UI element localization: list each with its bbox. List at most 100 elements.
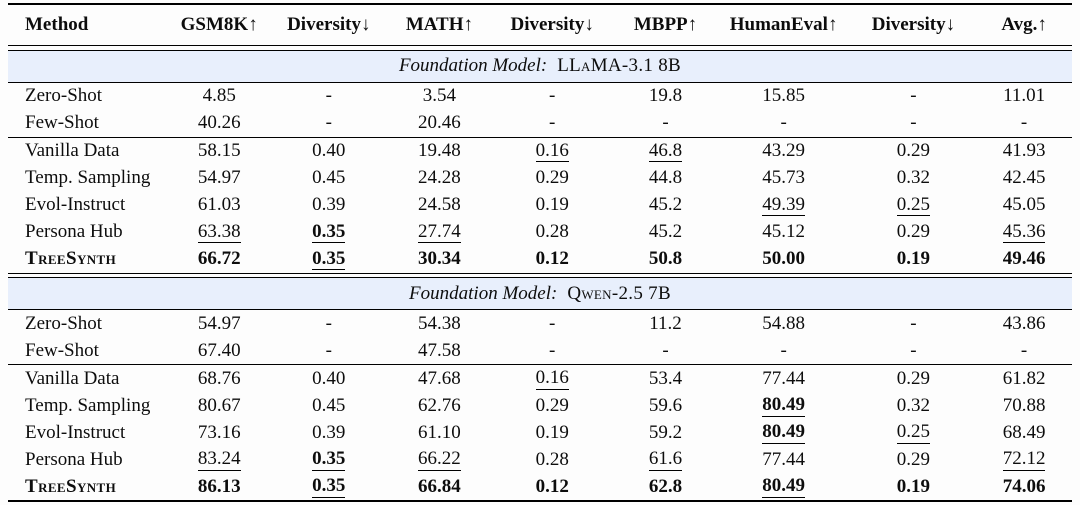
value-cell: - (269, 310, 389, 337)
value-text: 43.29 (762, 140, 805, 161)
value-text: - (910, 339, 917, 361)
value-cell: 30.34 (389, 246, 490, 274)
value-text: 0.25 (896, 421, 931, 444)
value-text: 67.40 (197, 339, 241, 361)
table-row: Persona Hub 63.38 0.35 27.74 0.28 45.2 45.12 0.… (8, 219, 1072, 246)
table-body: Foundation Model: LLaMA-3.1 8B Zero-Shot 4.… (8, 45, 1072, 502)
horizontal-rule-single (8, 364, 1072, 365)
value-text: 54.88 (762, 312, 805, 334)
value-cell: 0.29 (851, 446, 977, 473)
rule-line (8, 136, 1072, 138)
value-cell: 0.29 (851, 138, 977, 165)
value-cell: - (851, 83, 977, 110)
table-row: Few-Shot 67.40 - 47.58 - - - - - (8, 337, 1072, 365)
value-cell: 62.8 (614, 473, 716, 501)
value-text: 53.4 (648, 367, 683, 389)
value-text: 62.8 (648, 475, 683, 497)
column-header: MATH↑ (405, 14, 474, 35)
table-row: Temp. Sampling 80.67 0.45 62.76 0.29 59.6 80.4… (8, 392, 1072, 419)
value-cell: 20.46 (389, 110, 490, 138)
value-cell: 86.13 (170, 473, 269, 501)
value-cell: 68.76 (170, 365, 269, 392)
value-text: 44.8 (648, 167, 683, 188)
method-cell: TreeSynth (8, 473, 170, 501)
value-text: 49.46 (1002, 248, 1046, 269)
value-text: 20.46 (418, 112, 461, 133)
value-text: 11.2 (649, 312, 682, 334)
value-text: - (910, 85, 917, 106)
value-cell: 0.29 (490, 165, 614, 192)
value-cell: 0.25 (851, 419, 977, 446)
value-text: 0.32 (896, 394, 931, 416)
value-text: - (549, 339, 556, 361)
value-cell: 80.49 (717, 419, 851, 446)
value-cell: 24.28 (389, 165, 490, 192)
value-text: 86.13 (197, 475, 241, 497)
value-cell: 0.40 (269, 138, 389, 165)
value-cell: 49.46 (976, 246, 1072, 274)
value-text: - (549, 112, 556, 133)
value-text: 3.54 (422, 85, 457, 106)
value-cell: 53.4 (614, 365, 716, 392)
value-text: - (325, 312, 332, 334)
value-cell: - (490, 337, 614, 365)
value-cell: 80.49 (717, 473, 851, 501)
value-cell: 0.35 (269, 473, 389, 501)
value-text: 0.45 (312, 167, 346, 188)
value-text: 45.2 (648, 221, 683, 242)
value-text: 77.44 (762, 448, 805, 470)
value-text: 74.06 (1002, 475, 1046, 497)
value-text: 80.49 (762, 394, 805, 417)
value-cell: - (976, 337, 1072, 365)
value-text: 66.84 (418, 475, 461, 497)
value-cell: 80.67 (170, 392, 269, 419)
value-cell: 47.68 (389, 365, 490, 392)
value-text: 47.68 (418, 367, 461, 389)
value-cell: - (851, 337, 977, 365)
value-cell: - (269, 110, 389, 138)
method-cell: Few-Shot (8, 337, 170, 365)
value-cell: 0.29 (851, 365, 977, 392)
value-text: - (780, 339, 787, 361)
method-cell: Evol-Instruct (8, 192, 170, 219)
value-cell: 63.38 (170, 219, 269, 246)
method-label: Few-Shot (25, 112, 99, 133)
value-text: 72.12 (1002, 448, 1046, 471)
value-cell: 0.28 (490, 219, 614, 246)
value-cell: 24.58 (389, 192, 490, 219)
value-cell: 45.05 (976, 192, 1072, 219)
value-text: 58.15 (197, 140, 241, 161)
value-cell: 0.35 (269, 219, 389, 246)
section-title-prefix: Foundation Model: (409, 282, 558, 304)
value-text: - (325, 85, 332, 106)
section-title-cell: Foundation Model: Qwen-2.5 7B (8, 277, 1072, 310)
value-cell: 43.29 (717, 138, 851, 165)
method-label: Temp. Sampling (25, 167, 151, 188)
table-row: TreeSynth 66.72 0.35 30.34 0.12 50.8 50.00 0.19… (8, 246, 1072, 274)
value-text: 0.29 (535, 167, 569, 188)
value-cell: 0.29 (490, 392, 614, 419)
value-cell: - (490, 310, 614, 337)
horizontal-rule-double (8, 45, 1072, 51)
value-cell: 11.2 (614, 310, 716, 337)
value-cell: 61.82 (976, 365, 1072, 392)
value-text: 40.26 (197, 112, 241, 133)
value-text: 61.82 (1002, 367, 1046, 389)
value-cell: 45.73 (717, 165, 851, 192)
value-cell: 77.44 (717, 446, 851, 473)
value-text: 43.86 (1002, 312, 1046, 334)
value-cell: 54.88 (717, 310, 851, 337)
value-cell: - (490, 110, 614, 138)
value-text: 0.29 (896, 221, 931, 242)
value-cell: 47.58 (389, 337, 490, 365)
value-cell: 0.19 (490, 192, 614, 219)
method-label: TreeSynth (25, 248, 117, 269)
value-cell: 66.22 (389, 446, 490, 473)
value-text: 0.12 (535, 475, 569, 497)
value-cell: 43.86 (976, 310, 1072, 337)
value-cell: - (614, 110, 716, 138)
value-cell: - (490, 83, 614, 110)
method-cell: Evol-Instruct (8, 419, 170, 446)
rule-line (8, 364, 1072, 365)
value-cell: 0.32 (851, 165, 977, 192)
